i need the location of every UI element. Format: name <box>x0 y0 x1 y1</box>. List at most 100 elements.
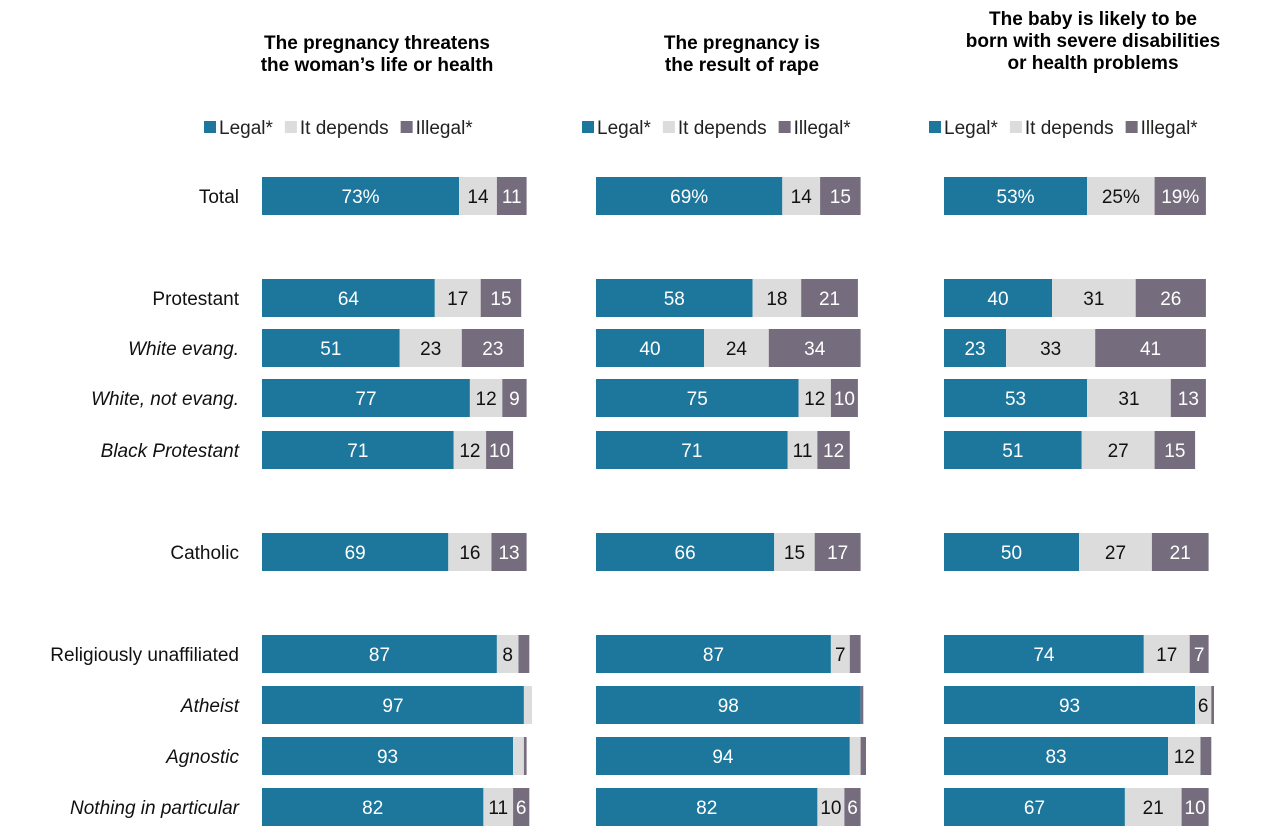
bar-segment <box>596 177 783 215</box>
data-label: 40 <box>639 339 660 360</box>
bar-segment <box>596 533 775 571</box>
bar-segment <box>798 379 831 417</box>
data-label: 11 <box>502 187 522 208</box>
legend-label: Legal* <box>944 118 998 139</box>
data-label: 77 <box>355 389 376 410</box>
bar-segment <box>1189 635 1209 673</box>
row-label: Total <box>199 187 239 208</box>
bar-segment <box>523 686 532 724</box>
legend-label: It depends <box>1025 118 1114 139</box>
data-label: 27 <box>1108 441 1129 462</box>
bar-segment <box>262 379 470 417</box>
data-label: 26 <box>1160 289 1181 310</box>
bar-segment <box>1052 279 1136 317</box>
row-label: Religiously unaffiliated <box>50 645 239 666</box>
bar-segment <box>596 379 799 417</box>
bar-segment <box>1087 379 1171 417</box>
bar-segment <box>752 279 802 317</box>
bar-segment <box>502 379 527 417</box>
data-label: 15 <box>1164 441 1185 462</box>
data-label: 21 <box>1143 798 1164 819</box>
bar-segment <box>944 533 1079 571</box>
bar-segment <box>1079 533 1152 571</box>
legend-label: It depends <box>300 118 389 139</box>
bar-segment <box>1195 686 1212 724</box>
data-label: 23 <box>482 339 503 360</box>
bar-segment <box>262 686 524 724</box>
data-label: 12 <box>804 389 825 410</box>
bar-segment <box>453 431 487 469</box>
data-label: 11 <box>793 441 813 462</box>
data-label: 10 <box>834 389 855 410</box>
bar-segment <box>944 737 1169 775</box>
row-label: Agnostic <box>165 747 239 768</box>
data-label: 24 <box>726 339 748 360</box>
bar-segment <box>448 533 492 571</box>
data-label: 15 <box>784 543 805 564</box>
bar-segment <box>496 635 519 673</box>
bar-segment <box>801 279 858 317</box>
legend-label: It depends <box>678 118 767 139</box>
data-label: 25% <box>1102 187 1140 208</box>
bar-segment <box>461 329 524 367</box>
bar-segment <box>399 329 462 367</box>
bar-segment <box>518 635 530 673</box>
data-label: 75 <box>687 389 708 410</box>
bar-segment <box>944 686 1196 724</box>
row-label: Atheist <box>180 696 240 717</box>
bar-segment <box>434 279 481 317</box>
legend-label: Illegal* <box>794 118 852 139</box>
data-label: 51 <box>320 339 341 360</box>
data-label: 8 <box>502 645 513 666</box>
bar-segment <box>469 379 503 417</box>
bar-segment <box>704 329 769 367</box>
data-label: 15 <box>490 289 511 310</box>
data-label: 69% <box>670 187 708 208</box>
data-label: 71 <box>681 441 702 462</box>
data-label: 73% <box>342 187 380 208</box>
bar-segment <box>1200 737 1212 775</box>
legend-swatch <box>582 121 594 133</box>
bar-segment <box>944 279 1052 317</box>
legend-swatch <box>204 121 216 133</box>
bar-segment <box>262 788 484 826</box>
data-label: 17 <box>1156 645 1177 666</box>
data-label: 7 <box>1194 645 1205 666</box>
row-label: Black Protestant <box>101 441 240 462</box>
data-label: 21 <box>1170 543 1191 564</box>
panel-title: The baby is likely to be <box>989 9 1197 30</box>
bar-segment <box>486 431 514 469</box>
bar-segment <box>944 177 1088 215</box>
bar-segment <box>262 279 435 317</box>
data-label: 34 <box>804 339 826 360</box>
bar-segment <box>774 533 815 571</box>
data-label: 10 <box>820 798 841 819</box>
data-label: 21 <box>819 289 840 310</box>
row-label: Catholic <box>170 543 239 564</box>
data-label: 87 <box>369 645 390 666</box>
data-label: 6 <box>847 798 858 819</box>
panel-title: the woman’s life or health <box>261 55 494 76</box>
bar-segment <box>1170 379 1206 417</box>
data-label: 93 <box>377 747 398 768</box>
bar-segment <box>1006 329 1096 367</box>
bar-segment <box>849 737 861 775</box>
bar-segment <box>768 329 861 367</box>
bar-segment <box>596 279 753 317</box>
data-label: 31 <box>1083 289 1104 310</box>
bar-segment <box>596 737 850 775</box>
bar-segment <box>844 788 861 826</box>
bar-segment <box>1168 737 1201 775</box>
data-label: 15 <box>830 187 851 208</box>
bar-segment <box>513 737 524 775</box>
bar-segment <box>1181 788 1209 826</box>
data-label: 10 <box>1185 798 1206 819</box>
bar-segment <box>483 788 514 826</box>
bar-segment <box>262 431 454 469</box>
bar-segment <box>596 431 788 469</box>
data-label: 93 <box>1059 696 1080 717</box>
data-label: 67 <box>1024 798 1045 819</box>
data-label: 12 <box>459 441 480 462</box>
